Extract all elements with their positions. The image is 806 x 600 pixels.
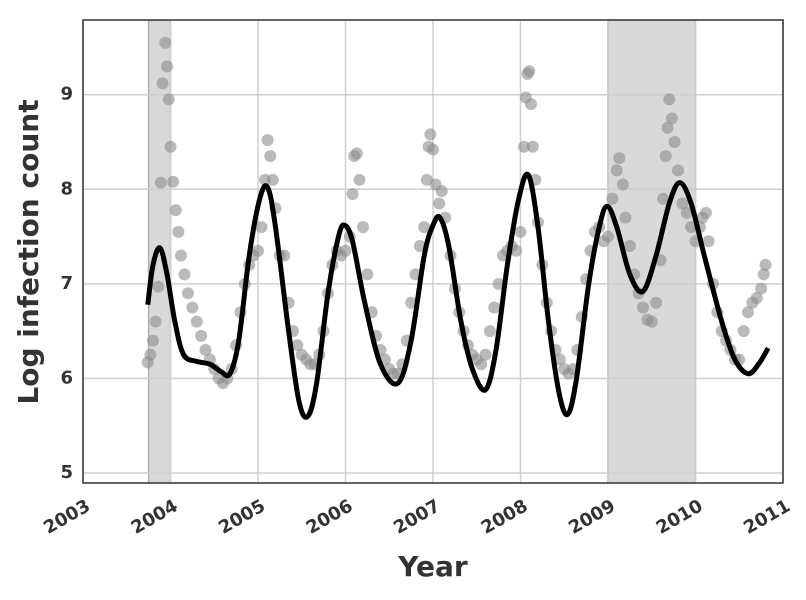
data-point [169, 204, 182, 217]
y-tick-label: 5 [60, 462, 73, 483]
x-tick-label: 2004 [128, 495, 182, 538]
data-point [742, 306, 754, 319]
data-point [488, 301, 501, 314]
data-point [291, 339, 304, 352]
x-tick-label: 2010 [653, 495, 707, 538]
data-point [553, 353, 566, 366]
data-point [518, 140, 530, 153]
data-point [353, 173, 366, 186]
data-point [700, 206, 712, 219]
y-tick-label: 6 [60, 367, 73, 388]
data-point [672, 164, 684, 177]
data-point [255, 221, 268, 234]
data-point [172, 225, 185, 238]
y-tick-label: 7 [60, 273, 73, 294]
data-point [178, 268, 191, 281]
data-point [659, 150, 672, 163]
data-point [514, 225, 527, 238]
data-point [405, 296, 418, 309]
data-point [619, 211, 632, 224]
data-point [252, 244, 264, 257]
data-point [162, 93, 175, 106]
data-point [167, 175, 180, 188]
x-tick-label: 2006 [303, 495, 357, 538]
data-point [610, 164, 623, 177]
data-point [435, 185, 448, 198]
x-tick-label: 2003 [40, 495, 94, 538]
data-point [186, 301, 199, 314]
data-point [361, 268, 374, 281]
data-point [475, 358, 488, 371]
data-point [420, 173, 433, 186]
data-point [261, 134, 274, 147]
data-point [433, 197, 446, 210]
data-point [757, 268, 770, 281]
data-point [357, 221, 369, 234]
data-point [665, 112, 678, 125]
data-point [152, 280, 165, 293]
fit-line [145, 171, 771, 420]
data-point [759, 258, 772, 271]
data-point [737, 325, 750, 338]
data-point [492, 277, 505, 290]
data-point [156, 77, 169, 90]
data-point [479, 348, 492, 361]
data-point [750, 292, 763, 305]
y-axis-label: Log infection count [12, 99, 45, 404]
data-point [602, 230, 614, 243]
y-tick-label: 9 [60, 84, 73, 105]
data-point [164, 140, 177, 153]
data-point [680, 206, 693, 219]
plot-frame [82, 19, 784, 484]
data-point [616, 178, 629, 191]
data-point [190, 315, 203, 328]
x-tick-label: 2011 [740, 495, 794, 538]
data-point [483, 325, 496, 338]
data-point [159, 36, 172, 49]
data-point [523, 65, 536, 78]
data-point [339, 244, 352, 257]
data-point [668, 135, 681, 148]
data-point [175, 249, 187, 262]
x-axis-label: Year [397, 550, 468, 583]
data-point [424, 128, 437, 141]
y-tick-label: 8 [60, 178, 73, 199]
data-point [144, 348, 157, 361]
data-point [413, 240, 426, 253]
data-point [264, 150, 277, 163]
data-point [346, 188, 359, 201]
data-point [161, 60, 173, 73]
data-point [195, 329, 208, 342]
data-point [510, 244, 523, 257]
data-point [676, 197, 689, 210]
data-point [645, 315, 658, 328]
x-tick-label: 2005 [215, 495, 269, 538]
data-point [350, 147, 363, 160]
x-tick-label: 2007 [390, 495, 444, 538]
data-point [154, 176, 167, 189]
data-point [199, 344, 212, 357]
data-point [637, 301, 649, 314]
x-tick-label: 2008 [478, 495, 532, 538]
data-point [755, 282, 768, 295]
data-point [702, 235, 715, 248]
data-point [613, 152, 626, 165]
data-point [525, 98, 537, 111]
data-point [427, 143, 439, 156]
data-point [266, 173, 279, 186]
data-point [526, 140, 539, 153]
data-point [606, 192, 619, 205]
data-point [657, 192, 670, 205]
data-point [149, 315, 162, 328]
x-tick-label: 2009 [565, 495, 619, 538]
data-point [182, 287, 194, 300]
data-point [418, 221, 431, 234]
data-point [663, 93, 676, 106]
data-point [147, 334, 159, 347]
data-point [650, 296, 663, 309]
data-point [661, 121, 674, 134]
data-point [623, 240, 636, 253]
